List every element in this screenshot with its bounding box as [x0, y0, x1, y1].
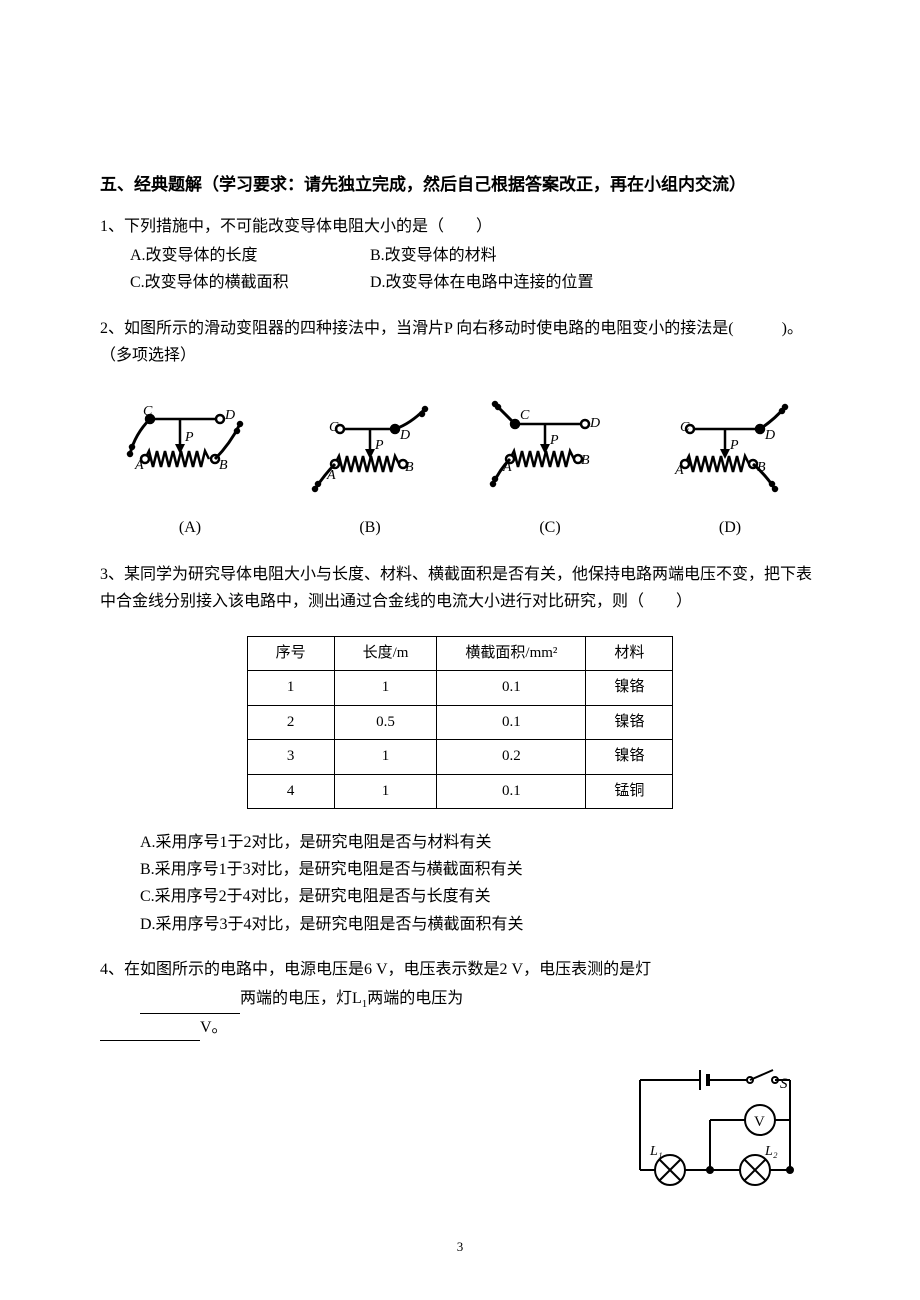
- svg-text:C: C: [680, 420, 690, 435]
- q3-cell: 0.1: [437, 774, 586, 809]
- q4-line1: 4、在如图所示的电路中，电源电压是6 V，电压表示数是2 V，电压表测的是灯: [100, 956, 820, 983]
- svg-text:L₁: L₁: [649, 1144, 663, 1159]
- q2-figure-b: C D P A B: [305, 399, 435, 541]
- q1-text: 1、下列措施中，不可能改变导体电阻大小的是（ ）: [100, 213, 820, 240]
- q3-cell: 0.5: [334, 705, 437, 740]
- q2-label-b: (B): [305, 514, 435, 541]
- rheostat-b-icon: C D P A B: [305, 399, 435, 499]
- q1-option-b: B.改变导体的材料: [370, 242, 610, 269]
- q3-th-2: 横截面积/mm²: [437, 636, 586, 671]
- q4-text2: 两端的电压，灯L: [240, 990, 362, 1007]
- svg-text:P: P: [549, 433, 559, 448]
- page-number: 3: [457, 1239, 464, 1255]
- q4-line3: V。: [100, 1014, 820, 1041]
- q3-cell: 1: [247, 671, 334, 706]
- q3-cell: 1: [334, 774, 437, 809]
- q3-option-a: A.采用序号1于2对比，是研究电阻是否与材料有关: [140, 829, 820, 856]
- q2-figure-c: C D P A B: [485, 399, 615, 541]
- q3-cell: 3: [247, 740, 334, 775]
- q3-cell: 锰铜: [586, 774, 673, 809]
- svg-text:A: A: [674, 463, 684, 478]
- q3-table: 序号 长度/m 横截面积/mm² 材料 1 1 0.1 镍铬 2 0.5 0.1…: [247, 636, 674, 810]
- blank-2: [100, 1022, 200, 1041]
- q3-option-d: D.采用序号3于4对比，是研究电阻是否与横截面积有关: [140, 911, 820, 938]
- svg-text:B: B: [405, 460, 414, 475]
- q2-label-d: (D): [665, 514, 795, 541]
- q4-text4: V。: [200, 1019, 228, 1036]
- q4-line2: 两端的电压，灯L1两端的电压为: [100, 985, 820, 1014]
- question-4: 4、在如图所示的电路中，电源电压是6 V，电压表示数是2 V，电压表测的是灯 两…: [100, 956, 820, 1041]
- svg-text:A: A: [134, 458, 144, 473]
- rheostat-c-icon: C D P A B: [485, 399, 615, 499]
- q1-option-d: D.改变导体在电路中连接的位置: [370, 269, 610, 296]
- q3-cell: 镍铬: [586, 740, 673, 775]
- q2-text: 2、如图所示的滑动变阻器的四种接法中，当滑片P 向右移动时使电路的电阻变小的接法…: [100, 315, 820, 369]
- section-title: 五、经典题解（学习要求：请先独立完成，然后自己根据答案改正，再在小组内交流）: [100, 170, 820, 195]
- svg-text:C: C: [520, 408, 530, 423]
- q3-cell: 4: [247, 774, 334, 809]
- q2-figure-d: C D P A B: [665, 399, 795, 541]
- rheostat-d-icon: C D P A B: [665, 399, 795, 499]
- q3-cell: 镍铬: [586, 705, 673, 740]
- q3-th-3: 材料: [586, 636, 673, 671]
- q2-figures: C D P A B: [100, 399, 820, 541]
- q3-option-c: C.采用序号2于4对比，是研究电阻是否与长度有关: [140, 883, 820, 910]
- circuit-diagram-icon: S L₁ L₂ V: [620, 1060, 810, 1200]
- svg-text:C: C: [329, 420, 339, 435]
- q3-cell: 镍铬: [586, 671, 673, 706]
- q1-options: A.改变导体的长度 B.改变导体的材料 C.改变导体的横截面积 D.改变导体在电…: [100, 242, 820, 296]
- q2-label-a: (A): [125, 514, 255, 541]
- q3-option-b: B.采用序号1于3对比，是研究电阻是否与横截面积有关: [140, 856, 820, 883]
- svg-text:P: P: [184, 430, 194, 445]
- q1-option-c: C.改变导体的横截面积: [130, 269, 370, 296]
- rheostat-a-icon: C D P A B: [125, 399, 255, 499]
- svg-text:D: D: [399, 428, 410, 443]
- svg-text:D: D: [589, 416, 600, 431]
- q3-text: 3、某同学为研究导体电阻大小与长度、材料、横截面积是否有关，他保持电路两端电压不…: [100, 561, 820, 615]
- q3-th-0: 序号: [247, 636, 334, 671]
- q2-figure-a: C D P A B: [125, 399, 255, 541]
- question-1: 1、下列措施中，不可能改变导体电阻大小的是（ ） A.改变导体的长度 B.改变导…: [100, 213, 820, 297]
- svg-text:S: S: [780, 1076, 788, 1092]
- q3-cell: 2: [247, 705, 334, 740]
- q3-options: A.采用序号1于2对比，是研究电阻是否与材料有关 B.采用序号1于3对比，是研究…: [100, 829, 820, 938]
- svg-text:V: V: [754, 1114, 765, 1130]
- blank-1: [140, 995, 240, 1014]
- svg-text:D: D: [764, 428, 775, 443]
- svg-text:P: P: [729, 438, 739, 453]
- q1-option-a: A.改变导体的长度: [130, 242, 370, 269]
- svg-text:B: B: [219, 458, 228, 473]
- svg-text:D: D: [224, 408, 235, 423]
- svg-text:C: C: [143, 404, 153, 419]
- svg-text:B: B: [581, 453, 590, 468]
- question-3: 3、某同学为研究导体电阻大小与长度、材料、横截面积是否有关，他保持电路两端电压不…: [100, 561, 820, 938]
- svg-text:L₂: L₂: [764, 1144, 778, 1159]
- svg-text:P: P: [374, 438, 384, 453]
- q4-text3: 两端的电压为: [367, 990, 463, 1007]
- q3-cell: 0.2: [437, 740, 586, 775]
- q3-cell: 0.1: [437, 671, 586, 706]
- q3-cell: 1: [334, 740, 437, 775]
- q3-cell: 1: [334, 671, 437, 706]
- q2-label-c: (C): [485, 514, 615, 541]
- q3-th-1: 长度/m: [334, 636, 437, 671]
- q3-cell: 0.1: [437, 705, 586, 740]
- question-2: 2、如图所示的滑动变阻器的四种接法中，当滑片P 向右移动时使电路的电阻变小的接法…: [100, 315, 820, 542]
